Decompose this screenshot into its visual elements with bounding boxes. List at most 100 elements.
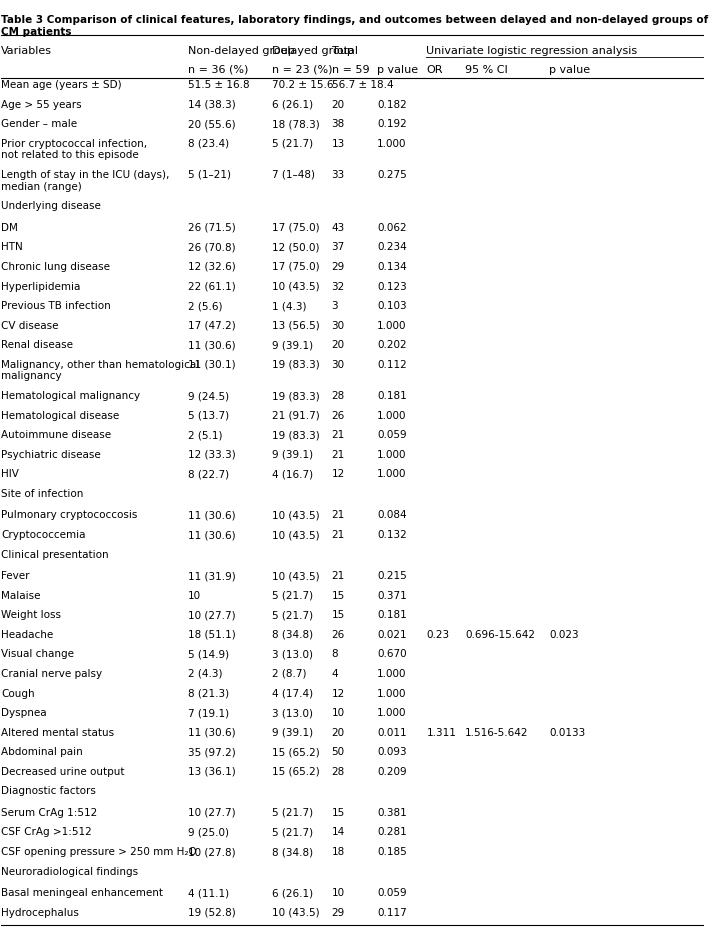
Text: 11 (30.6): 11 (30.6) <box>188 510 235 521</box>
Text: 7 (1–48): 7 (1–48) <box>272 170 315 180</box>
Text: 10 (43.5): 10 (43.5) <box>272 510 319 521</box>
Text: 4 (16.7): 4 (16.7) <box>272 469 313 479</box>
Text: 0.084: 0.084 <box>377 510 407 521</box>
Text: 0.181: 0.181 <box>377 611 407 620</box>
Text: Hydrocephalus: Hydrocephalus <box>1 908 79 917</box>
Text: 14 (38.3): 14 (38.3) <box>188 99 235 110</box>
Text: Pulmonary cryptococcosis: Pulmonary cryptococcosis <box>1 510 138 521</box>
Text: Dyspnea: Dyspnea <box>1 708 47 719</box>
Text: 0.134: 0.134 <box>377 262 407 272</box>
Text: 5 (21.7): 5 (21.7) <box>272 591 313 600</box>
Text: Prior cryptococcal infection,
not related to this episode: Prior cryptococcal infection, not relate… <box>1 139 147 160</box>
Text: DM: DM <box>1 223 18 233</box>
Text: 0.23: 0.23 <box>426 629 449 640</box>
Text: 18 (51.1): 18 (51.1) <box>188 629 235 640</box>
Text: Cryptococcemia: Cryptococcemia <box>1 530 86 540</box>
Text: 10: 10 <box>188 591 201 600</box>
Text: 21: 21 <box>331 450 345 460</box>
Text: 20 (55.6): 20 (55.6) <box>188 119 235 129</box>
Text: 28: 28 <box>331 766 345 777</box>
Text: 1.311: 1.311 <box>426 728 457 737</box>
Text: 5 (21.7): 5 (21.7) <box>272 808 313 818</box>
Text: 22 (61.1): 22 (61.1) <box>188 281 235 292</box>
Text: 18: 18 <box>331 847 345 857</box>
Text: 1.516-5.642: 1.516-5.642 <box>465 728 528 737</box>
Text: 21: 21 <box>331 510 345 521</box>
Text: 35 (97.2): 35 (97.2) <box>188 748 235 757</box>
Text: 12: 12 <box>331 469 345 479</box>
Text: n = 23 (%): n = 23 (%) <box>272 65 332 75</box>
Text: 20: 20 <box>331 99 344 110</box>
Text: Basal meningeal enhancement: Basal meningeal enhancement <box>1 888 163 898</box>
Text: 0.112: 0.112 <box>377 360 407 370</box>
Text: 0.281: 0.281 <box>377 827 407 838</box>
Text: 1 (4.3): 1 (4.3) <box>272 301 306 311</box>
Text: 43: 43 <box>331 223 345 233</box>
Text: 1.000: 1.000 <box>377 688 407 699</box>
Text: 5 (21.7): 5 (21.7) <box>272 611 313 620</box>
Text: Malaise: Malaise <box>1 591 41 600</box>
Text: 10: 10 <box>331 888 344 898</box>
Text: 15: 15 <box>331 808 345 818</box>
Text: 2 (5.6): 2 (5.6) <box>188 301 222 311</box>
Text: Visual change: Visual change <box>1 649 74 659</box>
Text: 3: 3 <box>331 301 338 311</box>
Text: 0.381: 0.381 <box>377 808 407 818</box>
Text: HIV: HIV <box>1 469 19 479</box>
Text: 0.093: 0.093 <box>377 748 407 757</box>
Text: 9 (24.5): 9 (24.5) <box>188 391 229 401</box>
Text: 12 (33.3): 12 (33.3) <box>188 450 235 460</box>
Text: Psychiatric disease: Psychiatric disease <box>1 450 101 460</box>
Text: 10 (43.5): 10 (43.5) <box>272 281 319 292</box>
Text: 0.0133: 0.0133 <box>549 728 585 737</box>
Text: Underlying disease: Underlying disease <box>1 202 101 211</box>
Text: 8 (22.7): 8 (22.7) <box>188 469 229 479</box>
Text: 12 (32.6): 12 (32.6) <box>188 262 235 272</box>
Text: 8 (23.4): 8 (23.4) <box>188 139 229 148</box>
Text: 0.670: 0.670 <box>377 649 407 659</box>
Text: 12 (50.0): 12 (50.0) <box>272 242 319 252</box>
Text: 11 (30.6): 11 (30.6) <box>188 340 235 350</box>
Text: 8 (34.8): 8 (34.8) <box>272 847 313 857</box>
Text: 5 (13.7): 5 (13.7) <box>188 411 229 420</box>
Text: Mean age (years ± SD): Mean age (years ± SD) <box>1 80 122 90</box>
Text: 30: 30 <box>331 321 344 330</box>
Text: CV disease: CV disease <box>1 321 59 330</box>
Text: 6 (26.1): 6 (26.1) <box>272 99 313 110</box>
Text: 17 (75.0): 17 (75.0) <box>272 223 319 233</box>
Text: 10 (43.5): 10 (43.5) <box>272 571 319 582</box>
Text: 29: 29 <box>331 908 345 917</box>
Text: 0.215: 0.215 <box>377 571 407 582</box>
Text: 70.2 ± 15.6: 70.2 ± 15.6 <box>272 80 334 90</box>
Text: Autoimmune disease: Autoimmune disease <box>1 431 111 440</box>
Text: 0.234: 0.234 <box>377 242 407 252</box>
Text: Table 3 Comparison of clinical features, laboratory findings, and outcomes betwe: Table 3 Comparison of clinical features,… <box>1 15 709 37</box>
Text: 0.059: 0.059 <box>377 431 407 440</box>
Text: 10: 10 <box>331 708 344 719</box>
Text: 13: 13 <box>331 139 345 148</box>
Text: 0.202: 0.202 <box>377 340 407 350</box>
Text: Hematological malignancy: Hematological malignancy <box>1 391 140 401</box>
Text: 0.192: 0.192 <box>377 119 407 129</box>
Text: 56.7 ± 18.4: 56.7 ± 18.4 <box>331 80 393 90</box>
Text: 12: 12 <box>331 688 345 699</box>
Text: 1.000: 1.000 <box>377 669 407 679</box>
Text: 9 (39.1): 9 (39.1) <box>272 450 313 460</box>
Text: Gender – male: Gender – male <box>1 119 78 129</box>
Text: 26: 26 <box>331 411 345 420</box>
Text: 9 (39.1): 9 (39.1) <box>272 340 313 350</box>
Text: 5 (21.7): 5 (21.7) <box>272 827 313 838</box>
Text: 1.000: 1.000 <box>377 708 407 719</box>
Text: Fever: Fever <box>1 571 30 582</box>
Text: 10 (43.5): 10 (43.5) <box>272 530 319 540</box>
Text: 1.000: 1.000 <box>377 469 407 479</box>
Text: 11 (31.9): 11 (31.9) <box>188 571 235 582</box>
Text: 0.117: 0.117 <box>377 908 407 917</box>
Text: 10 (27.7): 10 (27.7) <box>188 611 235 620</box>
Text: 11 (30.6): 11 (30.6) <box>188 530 235 540</box>
Text: Abdominal pain: Abdominal pain <box>1 748 83 757</box>
Text: 0.011: 0.011 <box>377 728 407 737</box>
Text: 17 (75.0): 17 (75.0) <box>272 262 319 272</box>
Text: 0.123: 0.123 <box>377 281 407 292</box>
Text: 19 (83.3): 19 (83.3) <box>272 431 319 440</box>
